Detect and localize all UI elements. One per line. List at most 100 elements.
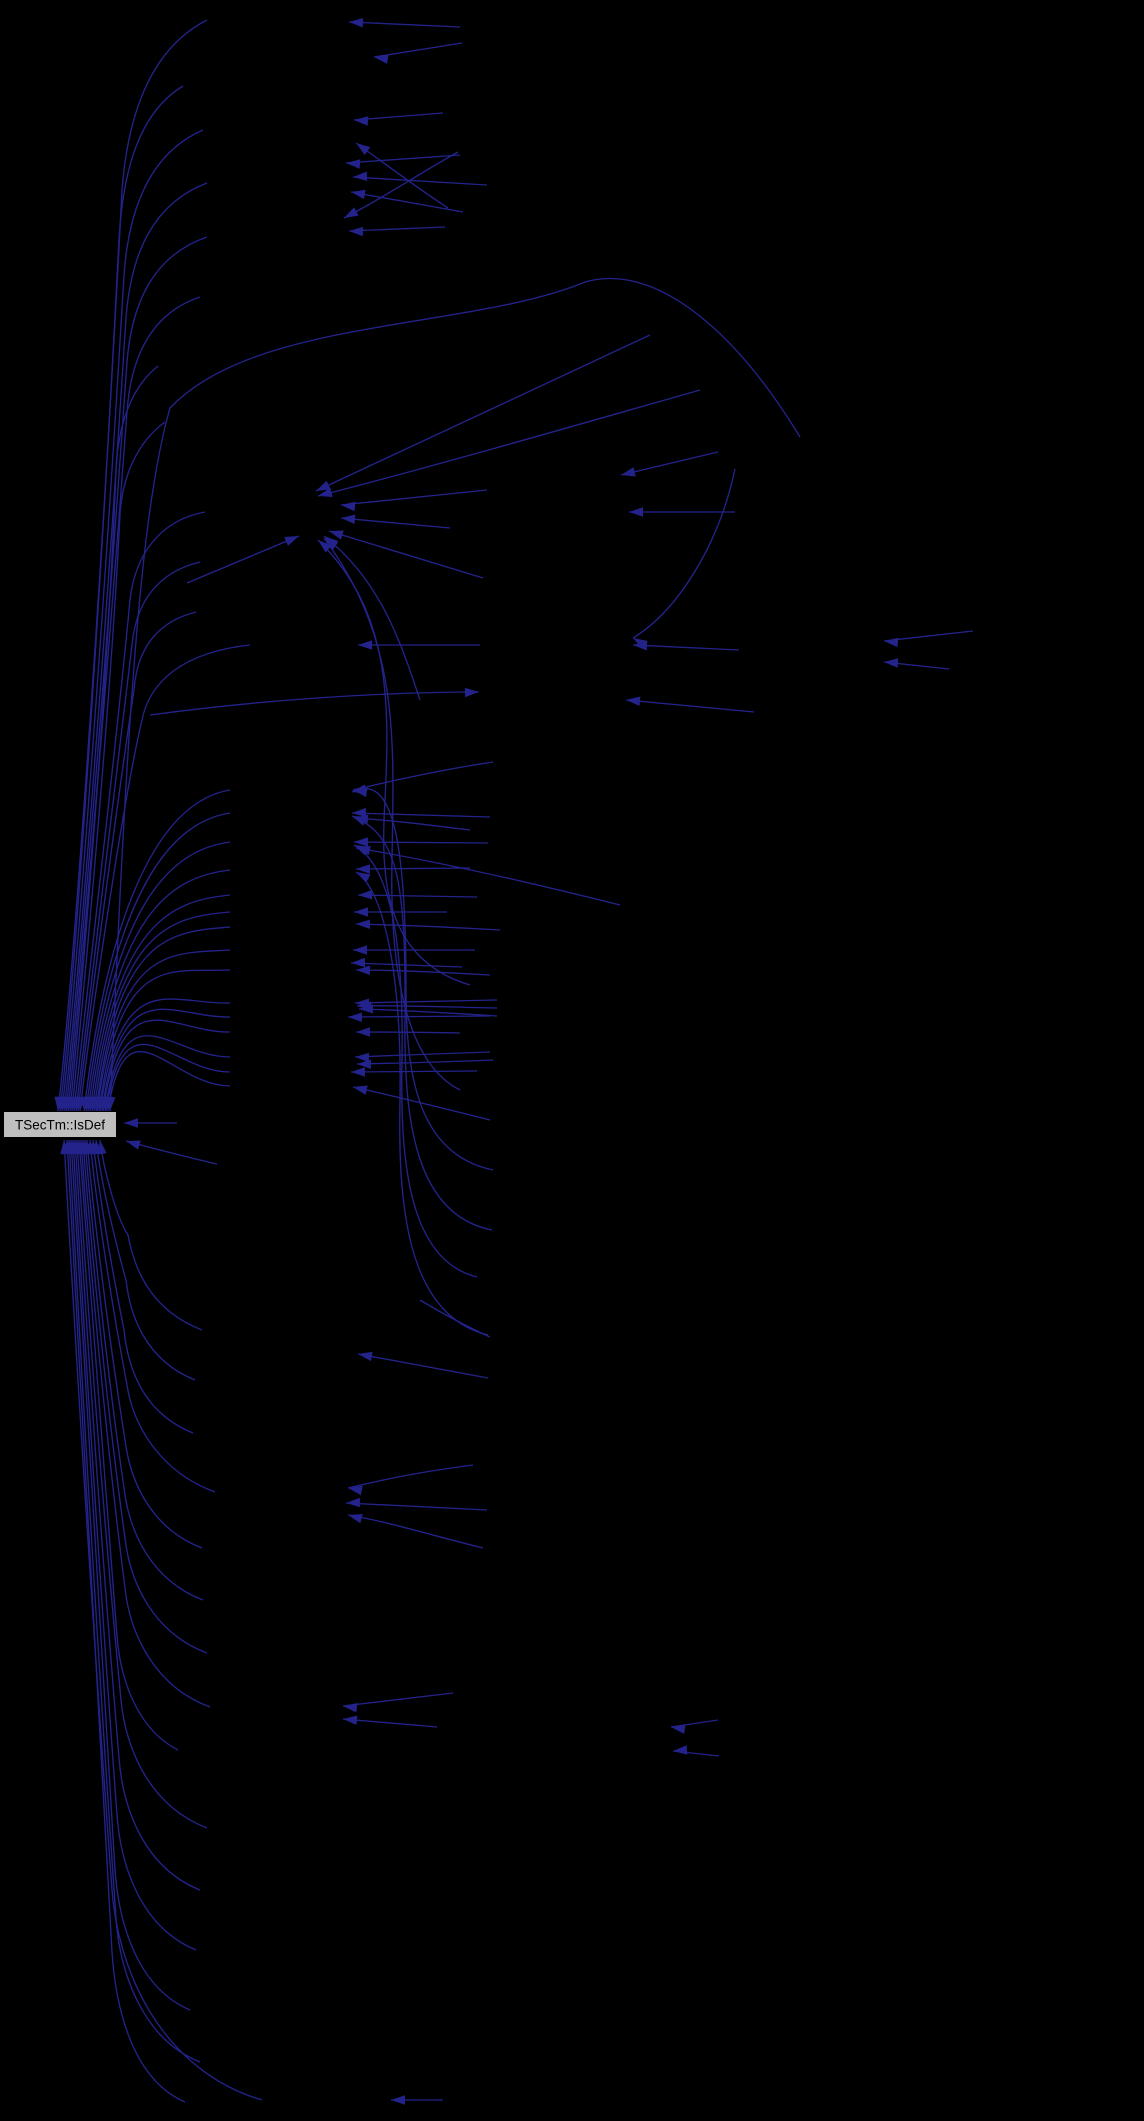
graph-edge: [317, 539, 471, 986]
graph-edge: [353, 841, 489, 844]
graph-edge: [883, 630, 974, 642]
arrowhead-icon: [126, 1140, 141, 1150]
arrowhead-icon: [348, 1012, 363, 1023]
graph-edge: [92, 1139, 194, 1434]
arrowhead-icon: [348, 1485, 363, 1496]
arrowhead-icon: [356, 864, 370, 874]
graph-edge: [109, 277, 801, 1112]
graph-edge: [80, 1139, 211, 1708]
graph-edge: [83, 789, 231, 1112]
arrowhead-icon: [358, 889, 373, 900]
graph-edge: [59, 85, 184, 1112]
graph-edge: [186, 535, 300, 584]
arrowhead-icon: [633, 638, 648, 650]
graph-edge: [348, 226, 446, 232]
graph-edge: [357, 894, 478, 898]
graph-edge: [105, 1043, 231, 1112]
graph-edge: [620, 451, 719, 476]
arrowhead-icon: [464, 687, 479, 698]
graph-edge: [355, 871, 489, 1336]
graph-edge: [340, 517, 451, 529]
graph-edge: [356, 1059, 494, 1065]
graph-edge: [101, 1008, 231, 1112]
graph-edge: [87, 841, 231, 1112]
graph-edge: [352, 761, 494, 791]
graph-edge: [354, 1051, 491, 1058]
graph-edge: [93, 911, 231, 1112]
arrowhead-icon: [344, 207, 359, 218]
arrowhead-icon: [324, 538, 339, 550]
arrowhead-icon: [351, 189, 366, 200]
arrowhead-icon: [358, 1351, 373, 1362]
graph-edge: [347, 1015, 491, 1018]
graph-edge: [323, 535, 421, 701]
arrowhead-icon: [351, 1067, 365, 1077]
arrowhead-icon: [356, 965, 371, 976]
arrowhead-icon: [356, 872, 371, 883]
graph-edge: [99, 1139, 203, 1331]
graph-edge: [357, 1353, 489, 1379]
graph-edge: [99, 998, 231, 1112]
graph-edge: [98, 969, 231, 1112]
graph-edge: [342, 1692, 454, 1707]
arrowhead-icon: [348, 1513, 363, 1524]
arrowhead-icon: [346, 1497, 361, 1508]
graph-edge: [351, 815, 493, 1231]
arrowhead-icon: [353, 945, 367, 955]
arrowhead-icon: [103, 1096, 114, 1111]
graph-edge: [625, 699, 755, 713]
arrowhead-icon: [629, 507, 643, 517]
graph-edge: [89, 869, 231, 1112]
graph-edge: [347, 1514, 484, 1549]
arrowhead-icon: [354, 845, 369, 856]
arrowhead-icon: [352, 816, 367, 826]
graph-edge: [351, 787, 494, 1171]
arrowhead-icon: [353, 1085, 368, 1095]
graph-edge: [82, 1139, 208, 1654]
arrowhead-icon: [341, 501, 356, 512]
graph-edge: [69, 365, 159, 1112]
graph-edge: [355, 142, 449, 209]
graph-edge: [354, 999, 498, 1004]
graph-edge: [352, 1086, 491, 1121]
arrowhead-icon: [671, 1724, 686, 1734]
graph-edge: [96, 949, 231, 1112]
graph-edge: [71, 421, 166, 1112]
graph-edge: [63, 182, 208, 1112]
graph-edge: [84, 1139, 204, 1601]
graph-edge: [95, 926, 231, 1112]
graph-edge: [77, 611, 197, 1112]
arrowhead-icon: [355, 1052, 370, 1063]
graph-edge: [68, 1139, 201, 2063]
arrowhead-icon: [374, 54, 389, 64]
graph-edge: [67, 296, 201, 1112]
arrowhead-icon: [356, 143, 371, 155]
graph-edge: [74, 1139, 201, 1891]
graph-edge: [315, 334, 651, 492]
arrowhead-icon: [354, 116, 369, 126]
graph-edge: [317, 389, 701, 497]
arrowhead-icon: [60, 1140, 70, 1155]
graph-edge: [353, 844, 478, 1278]
graph-edge: [328, 530, 484, 579]
graph-edge: [63, 1139, 263, 2101]
arrowhead-icon: [351, 957, 366, 968]
graph-edge: [350, 1070, 478, 1073]
arrowhead-icon: [341, 514, 356, 525]
graph-edge: [350, 191, 464, 213]
arrowhead-icon: [316, 480, 331, 491]
graph-node-tsectm-isdef[interactable]: TSecTm::IsDef: [3, 1111, 117, 1138]
graph-edge: [72, 1139, 197, 1951]
graph-edge: [632, 644, 740, 651]
arrowhead-icon: [318, 540, 332, 553]
arrowhead-icon: [346, 159, 361, 169]
arrowhead-icon: [354, 907, 368, 917]
graph-edge: [352, 176, 488, 186]
graph-edge: [125, 1140, 218, 1165]
arrowhead-icon: [354, 837, 368, 847]
arrowhead-icon: [343, 1702, 358, 1713]
graph-node-box[interactable]: [3, 1111, 117, 1138]
graph-edge: [102, 1019, 231, 1112]
arrowhead-icon: [343, 1715, 358, 1726]
